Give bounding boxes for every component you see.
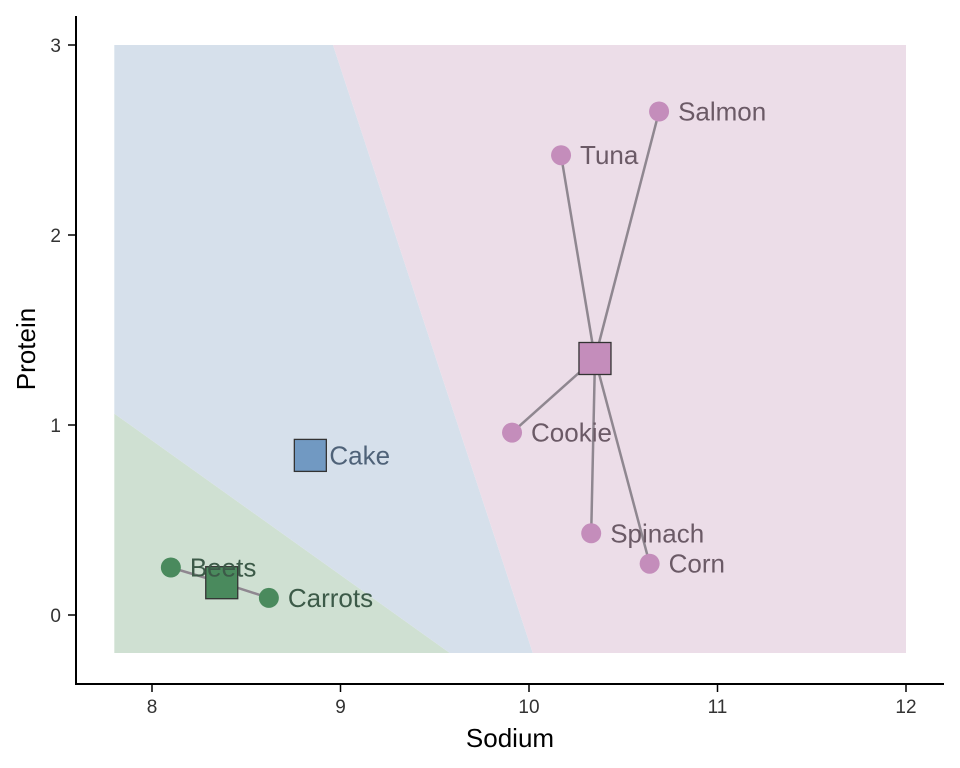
y-tick-label: 0 [50,606,61,627]
x-tick-label: 11 [708,697,728,718]
x-tick-label: 10 [518,697,539,718]
region-blue [114,45,533,653]
point-beets [160,557,181,578]
point-cookie [502,422,523,443]
point-spinach [581,523,602,544]
cluster-regions [114,45,906,653]
link-spinach [589,358,597,534]
label-beets: Beets [190,553,257,583]
label-salmon: Salmon [678,97,766,127]
point-salmon [649,101,670,122]
label-carrots: Carrots [288,583,373,613]
label-tuna: Tuna [580,140,639,170]
label-cookie: Cookie [531,418,612,448]
x-tick-label: 9 [335,697,346,718]
y-tick-label: 3 [50,36,61,57]
label-cake: Cake [329,440,390,470]
x-tick-label: 8 [147,697,158,718]
x-tick-label: 12 [895,697,916,718]
link-tuna [559,154,597,359]
label-spinach: Spinach [610,518,704,548]
y-tick-label: 2 [50,226,61,247]
center-pink [578,341,612,376]
center-blue [293,438,327,473]
axes [75,16,944,685]
point-carrots [258,587,279,608]
y-tick-label: 1 [50,416,61,437]
x-axis-title: Sodium [466,723,554,753]
region-pink [333,45,906,653]
point-corn [639,553,660,574]
link-corn [593,358,651,565]
link-salmon [593,111,661,359]
markers [160,101,670,608]
center-green [205,566,239,600]
label-corn: Corn [669,549,725,579]
point-tuna [551,145,572,166]
y-axis-title: Protein [11,308,41,390]
